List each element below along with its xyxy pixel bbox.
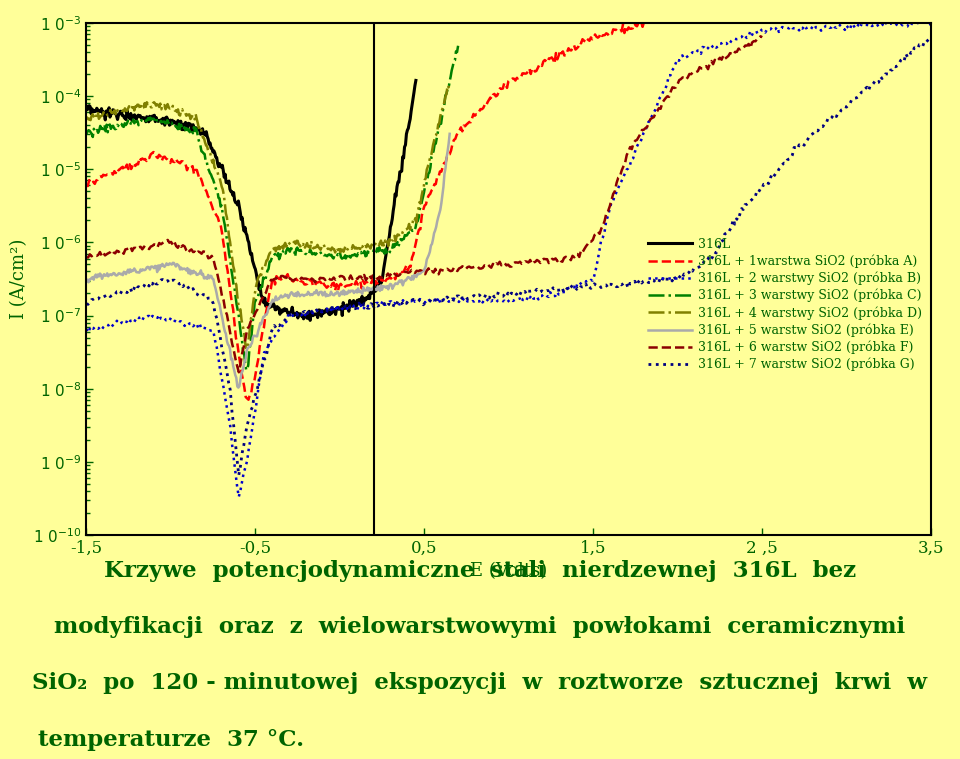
316L + 2 warstwy SiO2 (próbka B) [489,296,500,305]
316L + 5 warstw SiO2 (próbka E) [429,226,441,235]
316L + 3 warstwy SiO2 (próbka C) [448,57,460,66]
316L + 3 warstwy SiO2 (próbka C) [240,365,252,374]
316L [232,197,244,206]
316L + 3 warstwy SiO2 (próbka C) [438,104,449,113]
316L + 6 warstw SiO2 (próbka F) [350,272,362,282]
316L + 7 warstw SiO2 (próbka G) [907,49,919,58]
316L + 1warstwa SiO2 (próbka A) [638,17,650,27]
316L + 1warstwa SiO2 (próbka A) [488,90,499,99]
316L + 1warstwa SiO2 (próbka A) [485,93,496,102]
316L + 5 warstw SiO2 (próbka E) [232,383,244,392]
316L + 6 warstw SiO2 (próbka F) [573,253,585,262]
316L + 6 warstw SiO2 (próbka F) [162,235,174,244]
316L [276,306,287,315]
316L + 4 warstwy SiO2 (próbka D) [178,108,189,117]
316L + 4 warstwy SiO2 (próbka D) [250,288,261,297]
316L + 5 warstw SiO2 (próbka E) [81,276,92,285]
316L + 2 warstwy SiO2 (próbka B) [540,290,551,299]
316L + 4 warstwy SiO2 (próbka D) [296,240,307,249]
316L [410,76,421,85]
316L [256,292,268,301]
316L + 6 warstw SiO2 (próbka F) [755,32,766,41]
316L + 6 warstw SiO2 (próbka F) [570,250,582,259]
316L + 3 warstwy SiO2 (próbka C) [301,250,313,259]
Text: temperaturze  37 °C.: temperaturze 37 °C. [38,729,304,751]
316L + 2 warstwy SiO2 (próbka B) [233,493,245,502]
316L + 5 warstw SiO2 (próbka E) [250,331,261,340]
316L + 7 warstw SiO2 (próbka G) [233,471,245,480]
316L + 2 warstwy SiO2 (próbka B) [484,294,495,304]
316L + 1warstwa SiO2 (próbka A) [148,147,159,156]
316L [396,153,408,162]
Text: SiO₂  po  120 - minutowej  ekspozycji  w  roztworze  sztucznej  krwi  w: SiO₂ po 120 - minutowej ekspozycji w roz… [33,672,927,694]
X-axis label: E (Volts): E (Volts) [470,562,547,581]
316L + 7 warstw SiO2 (próbka G) [484,294,495,303]
316L + 6 warstw SiO2 (próbka F) [756,33,768,42]
316L + 3 warstwy SiO2 (próbka C) [253,288,265,297]
316L + 1warstwa SiO2 (próbka A) [243,395,254,405]
316L [81,102,92,111]
316L + 7 warstw SiO2 (próbka G) [489,292,500,301]
316L + 5 warstw SiO2 (próbka E) [296,290,307,299]
316L + 1warstwa SiO2 (próbka A) [302,275,314,284]
Y-axis label: I (A/cm²): I (A/cm²) [10,239,28,319]
316L + 2 warstwy SiO2 (próbka B) [81,324,92,333]
316L + 4 warstwy SiO2 (próbka D) [444,79,455,88]
316L + 5 warstw SiO2 (próbka E) [178,264,189,273]
316L + 7 warstw SiO2 (próbka G) [775,163,786,172]
Line: 316L + 3 warstwy SiO2 (próbka C): 316L + 3 warstwy SiO2 (próbka C) [86,46,458,370]
316L + 5 warstw SiO2 (próbka E) [444,129,455,138]
316L + 3 warstwy SiO2 (próbka C) [81,130,92,139]
316L + 1warstwa SiO2 (próbka A) [264,288,276,298]
316L + 5 warstw SiO2 (próbka E) [276,291,287,300]
316L + 6 warstw SiO2 (próbka F) [233,367,245,376]
316L + 4 warstwy SiO2 (próbka D) [276,239,287,248]
316L + 6 warstw SiO2 (próbka F) [302,276,314,285]
316L [406,100,418,109]
316L + 4 warstwy SiO2 (próbka D) [81,112,92,121]
Line: 316L + 7 warstw SiO2 (próbka G): 316L + 7 warstw SiO2 (próbka G) [86,39,931,475]
Line: 316L: 316L [86,80,416,320]
316L + 2 warstwy SiO2 (próbka B) [925,21,937,30]
316L [304,316,316,325]
316L + 1warstwa SiO2 (próbka A) [433,172,444,181]
316L + 7 warstw SiO2 (próbka G) [924,34,935,43]
316L + 5 warstw SiO2 (próbka E) [440,164,451,173]
Line: 316L + 2 warstwy SiO2 (próbka B): 316L + 2 warstwy SiO2 (próbka B) [86,20,931,497]
316L + 2 warstwy SiO2 (próbka B) [910,15,922,24]
316L + 4 warstwy SiO2 (próbka D) [241,345,252,354]
Text: modyfikacji  oraz  z  wielowarstwowymi  powłokami  ceramicznymi: modyfikacji oraz z wielowarstwowymi powł… [55,616,905,638]
316L + 6 warstw SiO2 (próbka F) [508,259,519,268]
316L [168,117,180,126]
Line: 316L + 4 warstwy SiO2 (próbka D): 316L + 4 warstwy SiO2 (próbka D) [86,83,449,349]
316L + 7 warstw SiO2 (próbka G) [81,300,92,309]
Line: 316L + 6 warstw SiO2 (próbka F): 316L + 6 warstw SiO2 (próbka F) [86,36,762,372]
316L + 4 warstwy SiO2 (próbka D) [429,131,441,140]
316L + 7 warstw SiO2 (próbka G) [540,287,551,296]
316L + 1warstwa SiO2 (próbka A) [81,181,92,190]
316L + 2 warstwy SiO2 (próbka B) [586,276,597,285]
316L + 3 warstwy SiO2 (próbka C) [452,41,464,50]
316L + 2 warstwy SiO2 (próbka B) [907,20,919,29]
316L + 3 warstwy SiO2 (próbka C) [180,125,191,134]
316L + 7 warstw SiO2 (próbka G) [925,34,937,43]
316L + 2 warstwy SiO2 (próbka B) [775,26,786,35]
Line: 316L + 1warstwa SiO2 (próbka A): 316L + 1warstwa SiO2 (próbka A) [86,22,644,400]
316L + 4 warstwy SiO2 (próbka D) [440,92,451,101]
316L + 6 warstw SiO2 (próbka F) [81,253,92,262]
316L + 3 warstwy SiO2 (próbka C) [279,249,291,258]
316L + 7 warstw SiO2 (próbka G) [586,284,597,293]
Line: 316L + 5 warstw SiO2 (próbka E): 316L + 5 warstw SiO2 (próbka E) [86,134,449,388]
Text: Krzywe  potencjodynamiczne  stali  nierdzewnej  316L  bez: Krzywe potencjodynamiczne stali nierdzew… [104,560,856,582]
Legend: 316L, 316L + 1warstwa SiO2 (próbka A), 316L + 2 warstwy SiO2 (próbka B), 316L + : 316L, 316L + 1warstwa SiO2 (próbka A), 3… [646,235,924,374]
